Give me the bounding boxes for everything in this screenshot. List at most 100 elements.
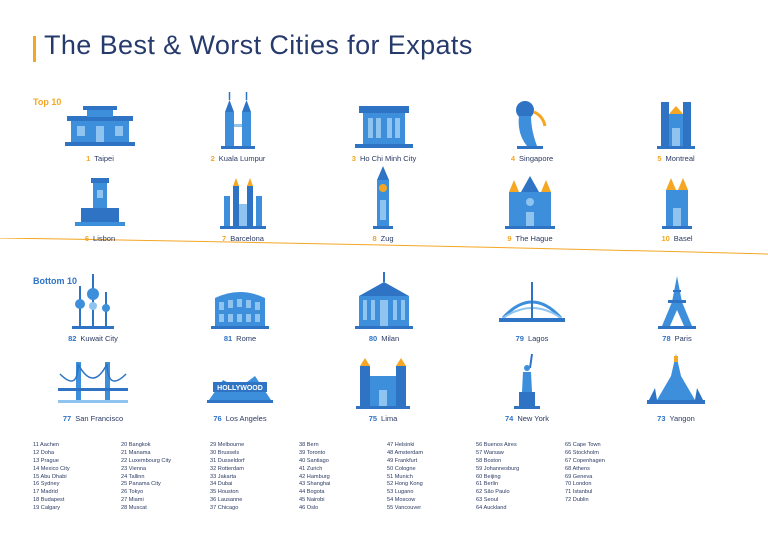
rank: 74 — [504, 414, 514, 423]
ranking-item: 30 Brussels — [210, 449, 240, 456]
rank: 4 — [510, 154, 515, 163]
ranking-item: 33 Jakarta — [210, 473, 237, 480]
ranking-item: 70 London — [565, 481, 592, 488]
city-name: The Hague — [515, 234, 553, 243]
city-card-ho-chi-minh: 3 Ho Chi Minh City — [314, 92, 454, 184]
ranking-item: 14 Mexico City — [33, 465, 70, 472]
ranking-item: 72 Dublin — [565, 497, 589, 504]
rankings-column: 56 Buenos Aires 57 Warsaw 58 Boston 59 Joha… — [476, 442, 519, 513]
eiffel-tower-icon — [658, 276, 696, 329]
merlion-icon — [516, 101, 547, 149]
rank: 73 — [657, 414, 666, 423]
rank: 7 — [222, 234, 227, 243]
mausoleum-icon — [355, 106, 413, 148]
city-name: San Francisco — [75, 414, 124, 423]
hollywood-sign-icon: HOLLYWOOD — [207, 376, 273, 403]
ranking-item: 32 Rotterdam — [210, 465, 244, 472]
lima-cathedral-icon — [356, 358, 410, 409]
city-card-barcelona: 7 Barcelona — [173, 172, 313, 264]
ranking-item: 20 Bangkok — [121, 442, 151, 448]
basilica-icon — [657, 102, 695, 149]
ranking-item: 42 Hamburg — [299, 473, 330, 480]
city-name: Yangon — [669, 414, 695, 423]
rank: 8 — [372, 234, 377, 243]
rankings-column: 20 Bangkok 21 Manama 22 Luxembourg City 23 … — [121, 442, 171, 513]
ranking-item: 13 Prague — [33, 457, 59, 464]
city-card-kuwait-city: 82 Kuwait City — [23, 272, 163, 364]
city-card-singapore: 4 Singapore — [462, 92, 602, 184]
ranking-item: 62 São Paulo — [476, 489, 510, 496]
rank: 76 — [213, 414, 222, 423]
city-card-milan: 80 Milan — [314, 272, 454, 364]
city-name: Milan — [381, 334, 400, 343]
ranking-item: 68 Athens — [565, 465, 590, 472]
belem-tower-icon — [75, 178, 125, 226]
ranking-item: 27 Miami — [121, 497, 144, 504]
rank: 82 — [68, 334, 77, 343]
rankings-column: 47 Helsinki 48 Amsterdam 49 Frankfurt 50 Co… — [387, 442, 423, 513]
city-card-lima: 75 Lima — [313, 352, 453, 444]
rank: 3 — [351, 154, 356, 163]
ranking-item: 66 Stockholm — [565, 449, 599, 456]
city-name: Los Angeles — [225, 414, 267, 423]
ranking-item: 61 Berlin — [476, 481, 499, 488]
ranking-item: 17 Madrid — [33, 489, 58, 496]
ranking-item: 38 Bern — [299, 442, 319, 448]
city-card-san-francisco: 77 San Francisco — [23, 352, 163, 444]
city-card-montreal: 5 Montreal — [606, 92, 746, 184]
ranking-item: 28 Muscat — [121, 505, 147, 512]
city-name: Paris — [674, 334, 692, 343]
duomo-icon — [355, 272, 413, 329]
rank: 75 — [368, 414, 378, 423]
golden-gate-icon — [58, 362, 128, 403]
rankings-column: 65 Cape Town 66 Stockholm 67 Copenhagen 68 … — [565, 442, 605, 505]
city-name: Lisbon — [93, 234, 116, 243]
ranking-item: 45 Nairobi — [299, 497, 325, 504]
ranking-item: 57 Warsaw — [476, 449, 504, 456]
ranking-item: 67 Copenhagen — [565, 457, 605, 464]
rank: 9 — [507, 234, 512, 243]
divider-line — [0, 238, 768, 255]
ranking-item: 16 Sydney — [33, 481, 60, 488]
rank: 10 — [661, 234, 670, 243]
ranking-item: 51 Munich — [387, 473, 413, 480]
city-name: Rome — [236, 334, 257, 343]
city-card-rome: 81 Rome — [170, 272, 310, 364]
city-name: Singapore — [518, 154, 554, 163]
ranking-item: 22 Luxembourg City — [121, 457, 172, 464]
ranking-item: 18 Budapest — [33, 497, 65, 504]
ranking-item: 59 Johannesburg — [476, 465, 520, 472]
city-card-new-york: 74 New York — [457, 352, 597, 444]
rankings-column: 11 Aachen 12 Doha 13 Prague 14 Mexico City 1… — [33, 442, 70, 513]
city-name: Ho Chi Minh City — [359, 154, 417, 163]
hollywood-sign-text: HOLLYWOOD — [217, 385, 263, 392]
rank: 2 — [210, 154, 215, 163]
city-name: Basel — [673, 234, 693, 243]
rank: 81 — [223, 334, 233, 343]
ranking-item: 71 Istanbul — [565, 489, 593, 496]
pagoda-icon — [647, 354, 705, 404]
ranking-item: 31 Dusseldorf — [210, 457, 245, 464]
ranking-item: 11 Aachen — [33, 442, 60, 448]
bridge-icon — [499, 282, 565, 322]
rank: 1 — [86, 154, 91, 163]
ranking-item: 65 Cape Town — [565, 442, 601, 448]
ranking-item: 23 Vienna — [121, 465, 147, 472]
city-name: Montreal — [665, 154, 695, 163]
ranking-item: 39 Toronto — [299, 449, 326, 456]
city-name: Kuwait City — [80, 334, 118, 343]
ranking-item: 60 Beijing — [476, 473, 501, 480]
city-name: Lagos — [527, 334, 549, 343]
city-card-the-hague: 9 The Hague — [460, 172, 600, 264]
page-title: The Best & Worst Cities for Expats — [44, 30, 473, 60]
clock-tower-icon — [373, 166, 393, 229]
twin-towers-icon — [221, 92, 255, 149]
ranking-item: 56 Buenos Aires — [476, 442, 517, 448]
ranking-item: 29 Melbourne — [210, 442, 245, 448]
city-card-basel: 10 Basel — [607, 172, 747, 264]
rankings-column: 38 Bern 39 Toronto 40 Santiago 41 Zurich 42 … — [299, 442, 330, 513]
ranking-item: 15 Abu Dhabi — [33, 473, 67, 480]
ranking-item: 46 Oslo — [299, 505, 319, 512]
city-card-kuala-lumpur: 2 Kuala Lumpur — [168, 92, 308, 184]
kuwait-towers-icon — [72, 274, 114, 329]
